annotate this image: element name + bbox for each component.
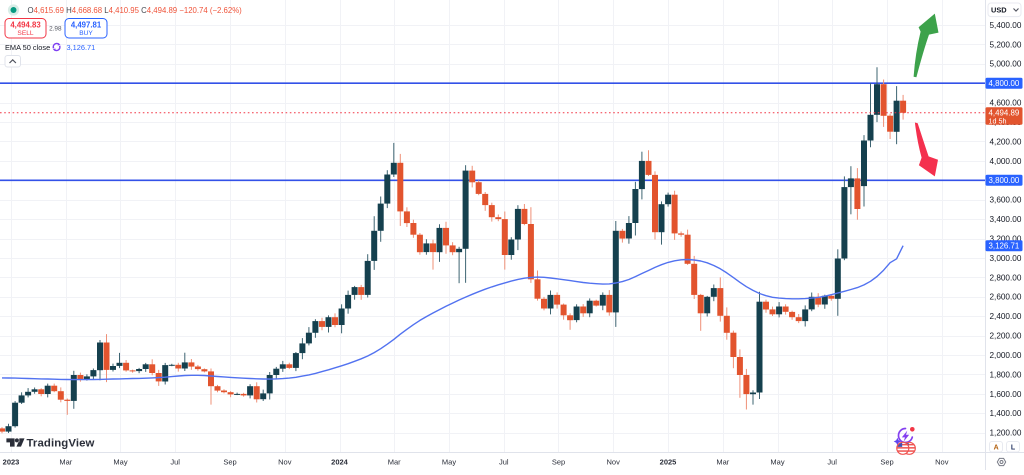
svg-text:Jul: Jul	[827, 458, 837, 467]
svg-text:Mar: Mar	[716, 458, 729, 467]
svg-text:2023: 2023	[3, 458, 20, 467]
svg-text:4,200.00: 4,200.00	[990, 137, 1022, 146]
svg-text:2024: 2024	[331, 458, 349, 467]
svg-text:Nov: Nov	[935, 458, 949, 467]
svg-text:2,200.00: 2,200.00	[990, 332, 1022, 341]
svg-text:5,200.00: 5,200.00	[990, 40, 1022, 49]
svg-text:1,400.00: 1,400.00	[990, 409, 1022, 418]
svg-text:2025: 2025	[660, 458, 677, 467]
svg-text:2.98: 2.98	[49, 25, 62, 32]
svg-text:4,000.00: 4,000.00	[990, 157, 1022, 166]
svg-text:May: May	[442, 458, 456, 467]
svg-text:SELL: SELL	[17, 30, 33, 37]
svg-text:Sep: Sep	[880, 458, 893, 467]
svg-text:3,800.00: 3,800.00	[989, 176, 1020, 185]
svg-text:Mar: Mar	[388, 458, 401, 467]
svg-text:4,800.00: 4,800.00	[989, 79, 1020, 88]
svg-text:3,600.00: 3,600.00	[990, 196, 1022, 205]
svg-text:3,200.00: 3,200.00	[990, 235, 1022, 244]
svg-text:3,126.71: 3,126.71	[67, 43, 96, 52]
svg-text:5,000.00: 5,000.00	[990, 60, 1022, 69]
svg-text:4,600.00: 4,600.00	[990, 99, 1022, 108]
svg-text:1,200.00: 1,200.00	[990, 429, 1022, 438]
svg-text:A: A	[994, 444, 999, 451]
svg-text:1d 5h: 1d 5h	[989, 116, 1007, 125]
svg-text:4,494.89: 4,494.89	[989, 108, 1020, 117]
svg-text:1,600.00: 1,600.00	[990, 390, 1022, 399]
svg-text:Sep: Sep	[552, 458, 565, 467]
svg-text:4,497.81: 4,497.81	[71, 21, 102, 30]
svg-text:May: May	[770, 458, 784, 467]
svg-text:BUY: BUY	[79, 30, 93, 37]
svg-text:May: May	[113, 458, 127, 467]
svg-text:EMA 50 close: EMA 50 close	[5, 43, 50, 52]
svg-text:4,494.83: 4,494.83	[10, 21, 41, 30]
svg-text:Mar: Mar	[59, 458, 72, 467]
svg-text:5,400.00: 5,400.00	[990, 21, 1022, 30]
svg-text:2,000.00: 2,000.00	[990, 351, 1022, 360]
svg-text:USD: USD	[991, 6, 1007, 15]
svg-text:3,000.00: 3,000.00	[990, 254, 1022, 263]
svg-text:1,800.00: 1,800.00	[990, 370, 1022, 379]
svg-text:Sep: Sep	[223, 458, 236, 467]
svg-text:2,400.00: 2,400.00	[990, 312, 1022, 321]
svg-text:Nov: Nov	[607, 458, 621, 467]
svg-text:2,800.00: 2,800.00	[990, 273, 1022, 282]
svg-text:L: L	[1011, 444, 1016, 451]
svg-text:Nov: Nov	[278, 458, 292, 467]
svg-text:TradingView: TradingView	[27, 438, 95, 450]
svg-text:Jul: Jul	[170, 458, 180, 467]
svg-text:O4,615.69 H4,668.68 L4,410.95: O4,615.69 H4,668.68 L4,410.95 C4,494.89 …	[28, 6, 243, 15]
svg-text:2,600.00: 2,600.00	[990, 293, 1022, 302]
svg-text:3,400.00: 3,400.00	[990, 215, 1022, 224]
svg-text:3,126.71: 3,126.71	[989, 242, 1020, 251]
svg-text:Jul: Jul	[499, 458, 509, 467]
